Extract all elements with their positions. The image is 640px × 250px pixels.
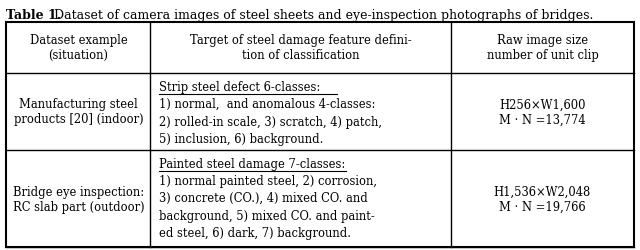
Text: Painted steel damage 7-classes:: Painted steel damage 7-classes:: [159, 157, 345, 170]
Text: 1) normal,  and anomalous 4-classes:
2) rolled-in scale, 3) scratch, 4) patch,
5: 1) normal, and anomalous 4-classes: 2) r…: [159, 98, 381, 146]
Text: Target of steel damage feature defini-
tion of classification: Target of steel damage feature defini- t…: [190, 34, 412, 62]
Text: Dataset of camera images of steel sheets and eye-inspection photographs of bridg: Dataset of camera images of steel sheets…: [50, 9, 593, 22]
Text: Bridge eye inspection:
RC slab part (outdoor): Bridge eye inspection: RC slab part (out…: [13, 185, 144, 213]
Text: H1,536×W2,048
M · N =19,766: H1,536×W2,048 M · N =19,766: [494, 185, 591, 213]
Text: Dataset example
(situation): Dataset example (situation): [29, 34, 127, 62]
Text: 1) normal painted steel, 2) corrosion,
3) concrete (CO.), 4) mixed CO. and
backg: 1) normal painted steel, 2) corrosion, 3…: [159, 174, 377, 239]
Text: H256×W1,600
M · N =13,774: H256×W1,600 M · N =13,774: [499, 98, 586, 126]
Text: Manufacturing steel
products [20] (indoor): Manufacturing steel products [20] (indoo…: [13, 98, 143, 126]
Text: Table 1.: Table 1.: [6, 9, 61, 22]
Text: Strip steel defect 6-classes:: Strip steel defect 6-classes:: [159, 81, 320, 94]
Text: Raw image size
number of unit clip: Raw image size number of unit clip: [486, 34, 598, 62]
